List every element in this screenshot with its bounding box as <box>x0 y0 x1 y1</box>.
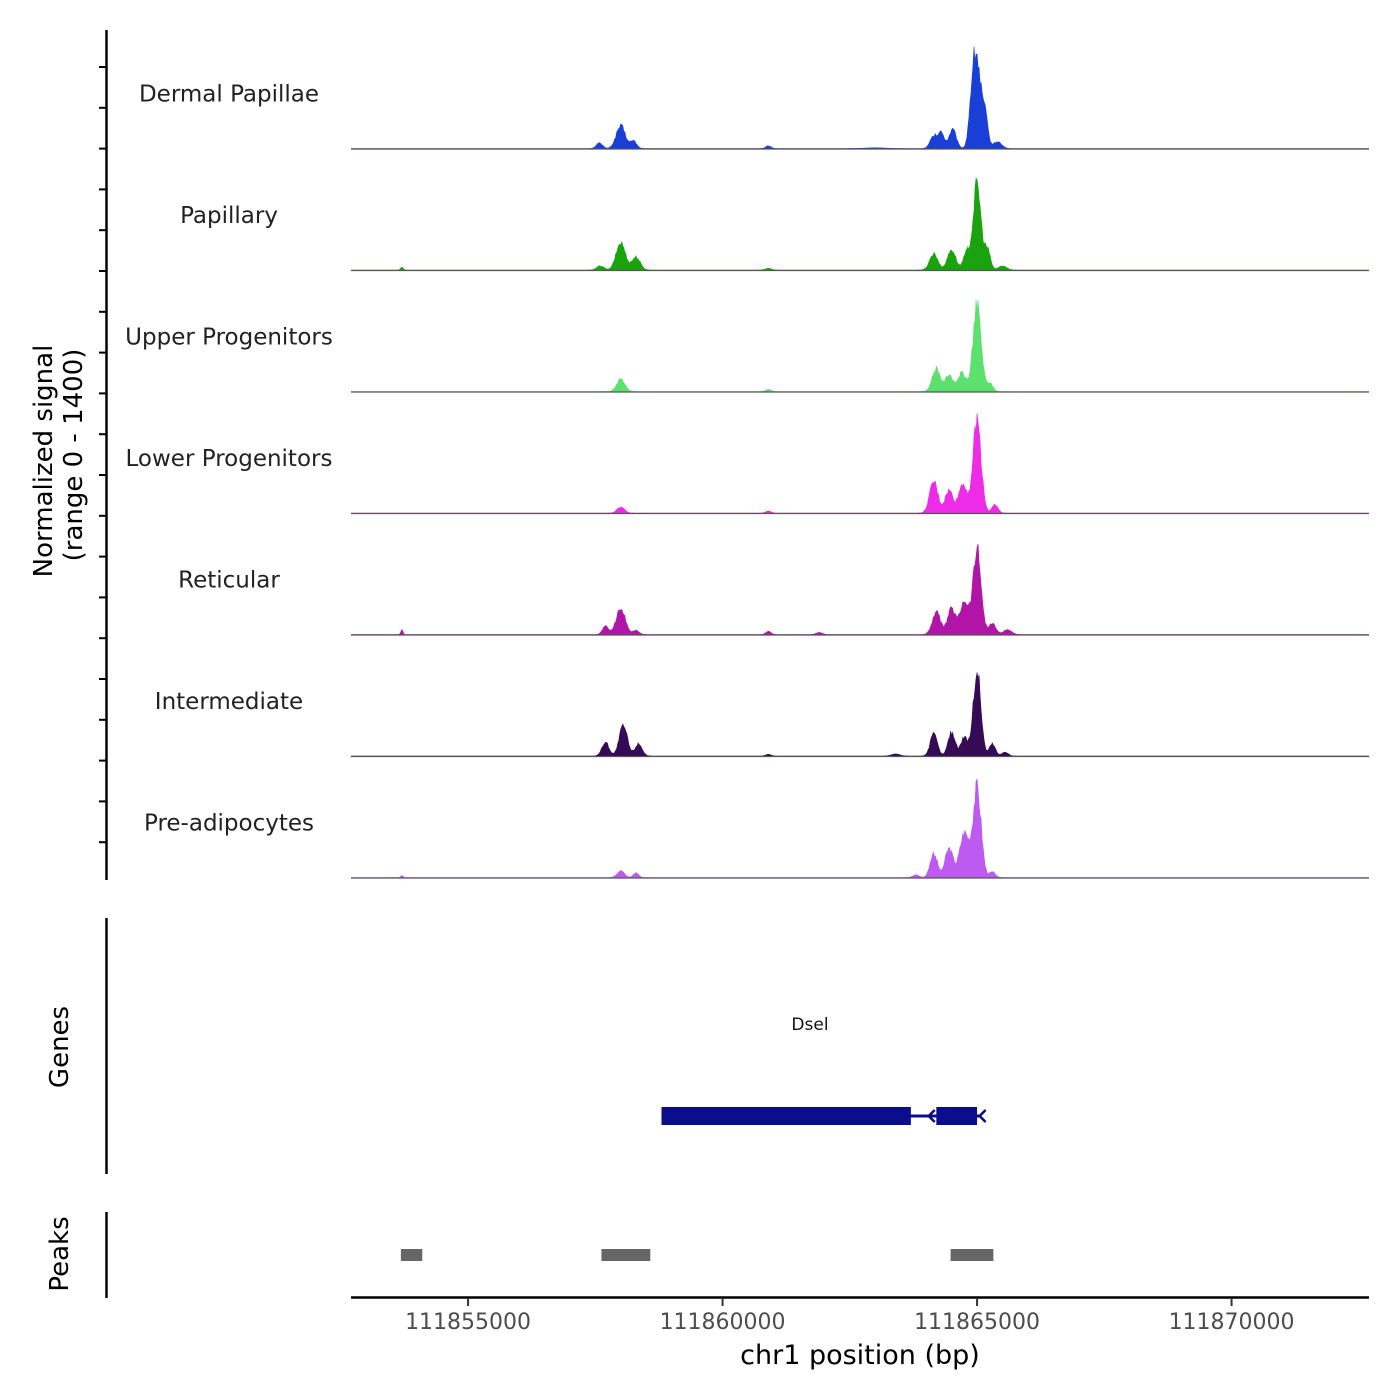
track-6: Intermediate <box>155 672 1369 758</box>
track-1: Dermal Papillae <box>139 46 1369 150</box>
peak-regions <box>400 1249 994 1261</box>
track-label: Dermal Papillae <box>139 82 319 108</box>
track-signal-area <box>351 177 1369 271</box>
coverage-y-ticks <box>99 66 106 844</box>
x-axis-ticks: 111855000 111860000 111865000 111870000 <box>405 1298 1295 1335</box>
track-2: Papillary <box>180 177 1369 272</box>
x-tick-label: 111855000 <box>405 1310 531 1335</box>
track-3: Upper Progenitors <box>125 299 1369 393</box>
peaks-panel-title: Peaks <box>45 1216 75 1291</box>
gene-exon <box>661 1107 911 1125</box>
x-tick-label: 111865000 <box>914 1310 1040 1335</box>
coverage-tracks: Dermal Papillae Papillary Upper Progenitor… <box>125 46 1369 879</box>
strand-arrow-icon <box>977 1109 987 1123</box>
x-tick-label: 111870000 <box>1169 1310 1295 1335</box>
track-label: Reticular <box>178 568 280 594</box>
y-axis-title-line1: Normalized signal <box>29 345 59 578</box>
genes-panel-title: Genes <box>45 1006 75 1088</box>
y-axis-title-line2: (range 0 - 1400) <box>59 349 89 562</box>
gene-track: Dsel <box>661 1015 987 1125</box>
peak-region <box>400 1249 423 1261</box>
track-4: Lower Progenitors <box>126 413 1369 515</box>
strand-arrow-icon <box>926 1109 936 1123</box>
track-signal-area <box>351 413 1369 514</box>
track-label: Pre-adipocytes <box>144 811 314 837</box>
x-tick-label: 111860000 <box>660 1310 786 1335</box>
track-label: Upper Progenitors <box>125 325 333 351</box>
track-5: Reticular <box>178 544 1369 636</box>
track-7: Pre-adipocytes <box>144 778 1369 879</box>
x-axis-title: chr1 position (bp) <box>740 1340 980 1371</box>
track-signal-area <box>351 544 1369 635</box>
track-label: Intermediate <box>155 689 303 715</box>
gene-exon <box>936 1107 978 1125</box>
peak-region <box>601 1249 651 1261</box>
track-signal-area <box>351 299 1369 392</box>
gene-name-label: Dsel <box>791 1015 828 1035</box>
track-signal-area <box>351 46 1369 149</box>
track-signal-area <box>351 778 1369 878</box>
track-signal-area <box>351 672 1369 757</box>
track-label: Papillary <box>180 203 278 229</box>
track-label: Lower Progenitors <box>126 446 333 472</box>
peak-region <box>950 1249 994 1261</box>
